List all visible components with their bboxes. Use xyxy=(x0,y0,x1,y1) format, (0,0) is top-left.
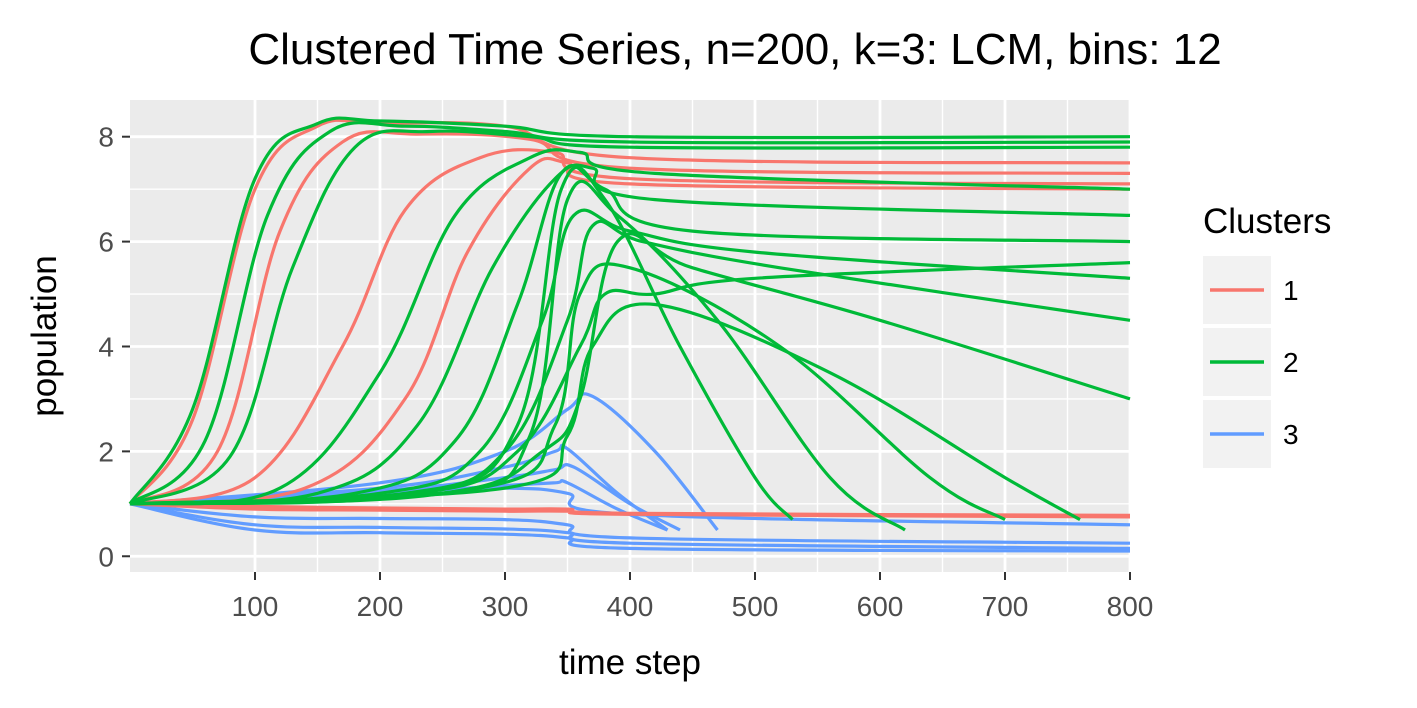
series-line-cluster-2 xyxy=(129,164,1131,506)
x-tick-label: 100 xyxy=(232,591,279,622)
legend-label: 1 xyxy=(1283,275,1299,306)
y-tick-label: 2 xyxy=(98,436,114,467)
legend: Clusters 1 2 3 xyxy=(1203,202,1331,468)
series-line-cluster-3 xyxy=(129,502,1131,545)
x-tick-label: 200 xyxy=(357,591,404,622)
series-line-cluster-2 xyxy=(129,302,1081,521)
y-tick-label: 4 xyxy=(98,331,114,362)
x-tick-label: 500 xyxy=(732,591,779,622)
x-tick-label: 400 xyxy=(607,591,654,622)
x-axis: 100 200 300 400 500 600 700 800 xyxy=(232,572,1154,622)
series-lines xyxy=(128,116,1131,553)
series-line-cluster-2 xyxy=(129,129,1131,506)
legend-label: 3 xyxy=(1283,419,1299,450)
series-line-cluster-3 xyxy=(129,392,719,531)
series-line-cluster-1 xyxy=(129,130,1131,506)
chart-title: Clustered Time Series, n=200, k=3: LCM, … xyxy=(248,25,1221,74)
series-line-cluster-2 xyxy=(129,148,1131,506)
series-line-cluster-3 xyxy=(129,502,1131,550)
x-tick-label: 700 xyxy=(982,591,1029,622)
series-line-cluster-3 xyxy=(129,502,1131,553)
y-axis: 0 2 4 6 8 xyxy=(98,122,130,572)
x-tick-label: 300 xyxy=(482,591,529,622)
series-line-cluster-1 xyxy=(129,148,1131,506)
y-tick-label: 0 xyxy=(98,541,114,572)
x-tick-label: 600 xyxy=(857,591,904,622)
y-tick-label: 6 xyxy=(98,227,114,258)
series-line-cluster-1 xyxy=(129,156,1131,506)
series-line-cluster-1 xyxy=(129,502,1131,519)
y-axis-title: population xyxy=(25,255,64,417)
legend-label: 2 xyxy=(1283,347,1299,378)
series-line-cluster-2 xyxy=(128,121,1131,506)
legend-title: Clusters xyxy=(1203,202,1331,241)
series-line-cluster-2 xyxy=(129,208,1131,506)
x-tick-label: 800 xyxy=(1107,591,1154,622)
y-tick-label: 8 xyxy=(98,122,114,153)
series-line-cluster-2 xyxy=(128,116,1131,505)
x-axis-title: time step xyxy=(559,643,701,682)
series-line-cluster-2 xyxy=(129,163,1131,506)
